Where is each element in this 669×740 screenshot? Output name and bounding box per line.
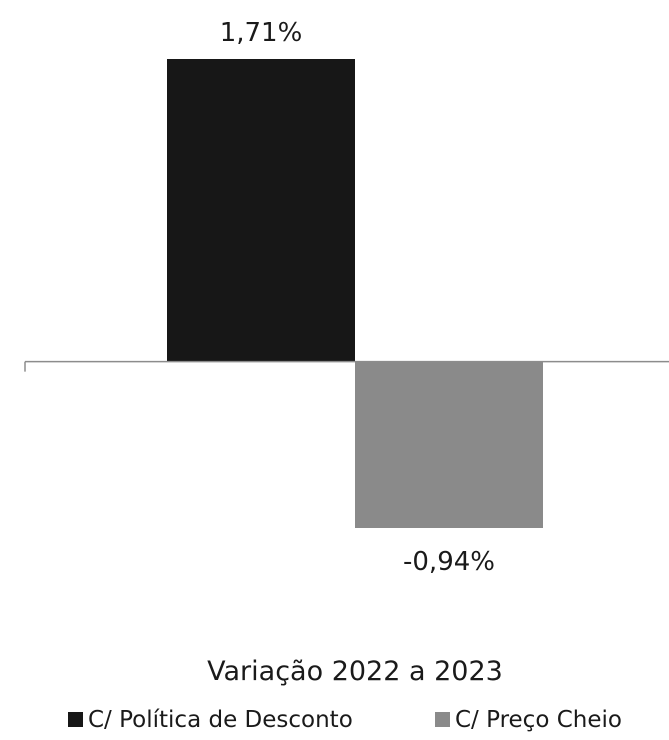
legend-label-politica-de-desconto: C/ Política de Desconto: [88, 707, 353, 733]
data-label-politica-de-desconto: 1,71%: [220, 18, 303, 48]
legend-label-preco-cheio: C/ Preço Cheio: [455, 707, 622, 733]
legend: C/ Política de Desconto C/ Preço Cheio: [68, 707, 622, 733]
legend-swatch-preco-cheio: [435, 712, 450, 727]
bars-group: [167, 59, 543, 528]
data-labels-group: 1,71% -0,94%: [220, 18, 495, 577]
legend-swatch-politica-de-desconto: [68, 712, 83, 727]
bar-preco-cheio: [355, 361, 543, 528]
bar-politica-de-desconto: [167, 59, 355, 362]
data-label-preco-cheio: -0,94%: [403, 547, 495, 577]
category-label: Variação 2022 a 2023: [207, 656, 503, 687]
